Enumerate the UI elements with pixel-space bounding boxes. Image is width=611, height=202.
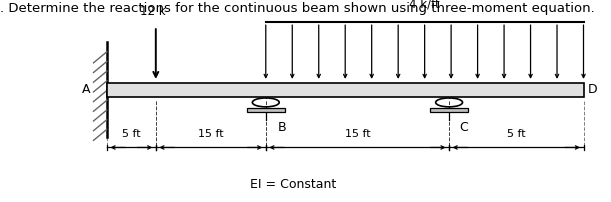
Bar — [107, 83, 584, 97]
Text: 15 ft: 15 ft — [198, 129, 224, 139]
Text: 4 k/ft: 4 k/ft — [409, 0, 440, 10]
Text: 5 ft: 5 ft — [122, 129, 141, 139]
Text: C: C — [459, 121, 468, 134]
Text: EI = Constant: EI = Constant — [250, 178, 337, 191]
Text: D: D — [588, 83, 598, 96]
Text: B: B — [278, 121, 287, 134]
Text: . Determine the reactions for the continuous beam shown using three-moment equat: . Determine the reactions for the contin… — [0, 2, 595, 15]
Text: A: A — [82, 83, 90, 96]
Bar — [247, 108, 285, 112]
Text: 15 ft: 15 ft — [345, 129, 370, 139]
Bar — [430, 108, 468, 112]
Text: 12 k: 12 k — [140, 5, 166, 18]
Text: 5 ft: 5 ft — [507, 129, 525, 139]
